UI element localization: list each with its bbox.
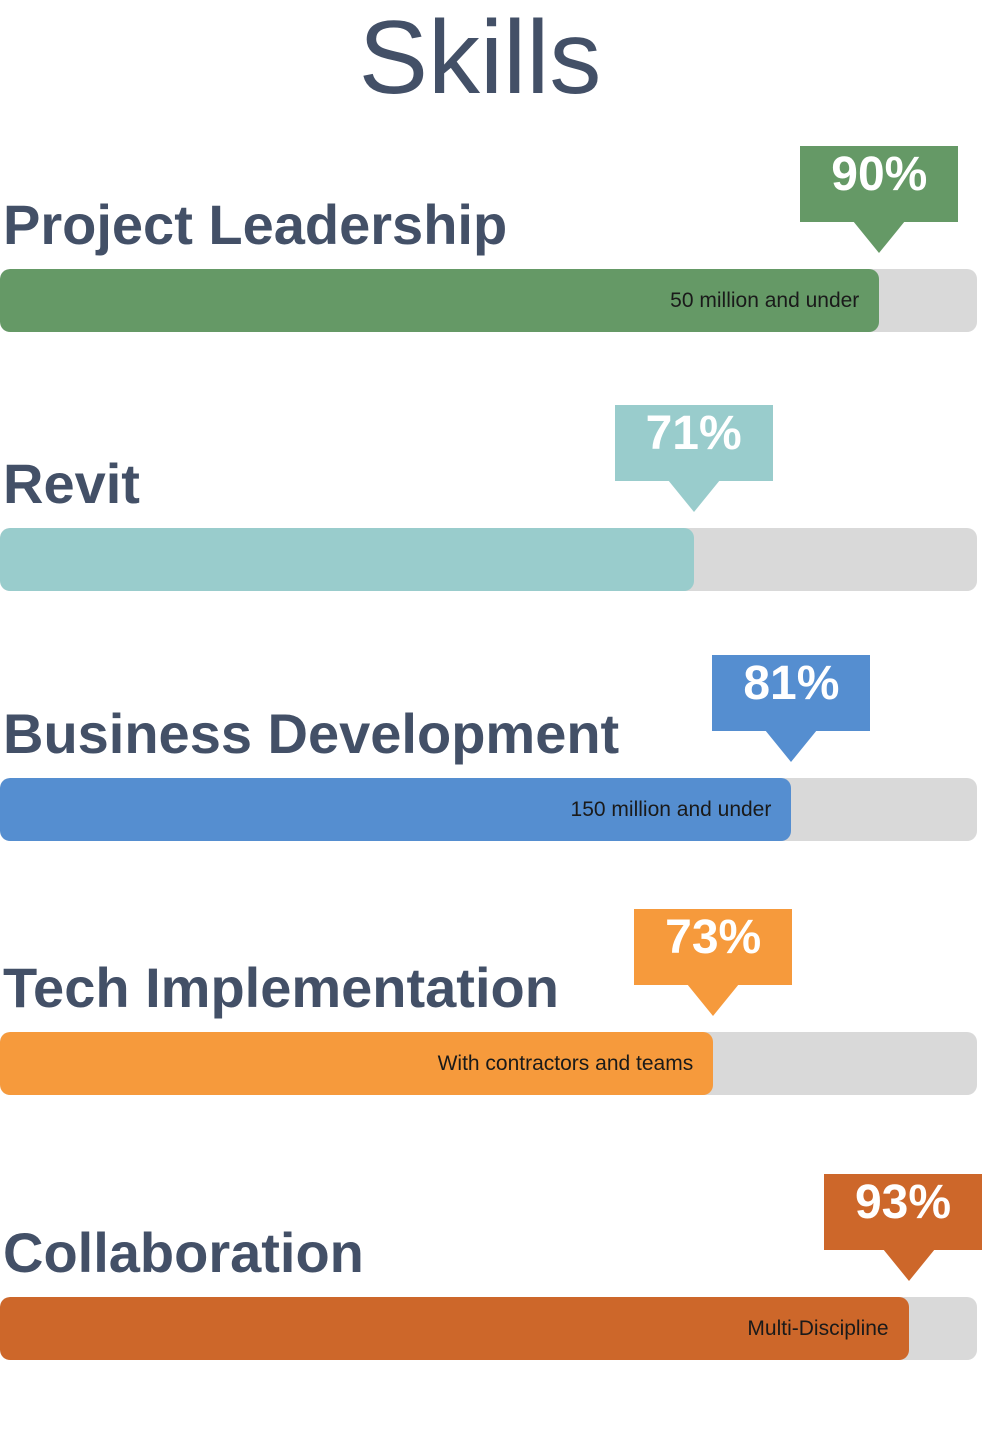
bar-fill xyxy=(0,528,694,591)
bar-fill xyxy=(0,1032,714,1095)
skill-name: Revit xyxy=(3,452,140,515)
skill-name: Business Development xyxy=(3,702,620,765)
percent-callout: 93% xyxy=(824,1174,982,1281)
skill-row-revit: Revit 71% xyxy=(0,405,985,664)
percent-label: 81% xyxy=(743,657,840,710)
skill-name: Tech Implementation xyxy=(3,956,559,1019)
bar-note: Multi-Discipline xyxy=(747,1317,889,1340)
bar-fill xyxy=(0,269,880,332)
bar-note: 50 million and under xyxy=(670,289,860,312)
bar-track: 150 million and under xyxy=(0,778,977,841)
percent-label: 71% xyxy=(645,407,742,460)
callout-pointer xyxy=(687,984,740,1016)
percent-callout: 73% xyxy=(634,909,793,1016)
callout-pointer xyxy=(882,1249,935,1281)
bar-note: 150 million and under xyxy=(570,798,772,821)
callout-pointer xyxy=(765,730,818,762)
percent-label: 90% xyxy=(831,148,928,201)
percent-label: 93% xyxy=(854,1176,952,1229)
percent-callout: 90% xyxy=(800,146,959,253)
page-title: Skills xyxy=(358,0,602,116)
skill-name: Project Leadership xyxy=(3,193,508,256)
bar-track: 50 million and under xyxy=(0,269,977,332)
bar-track: With contractors and teams xyxy=(0,1032,977,1095)
skill-row-business-development: Business Development 81% 150 million and… xyxy=(0,655,985,914)
callout-pointer xyxy=(667,480,720,512)
bar-track: Multi-Discipline xyxy=(0,1297,977,1360)
skill-row-collaboration: Collaboration 93% Multi-Discipline xyxy=(0,1174,985,1433)
skill-row-tech-implementation: Tech Implementation 73% With contractors… xyxy=(0,909,985,1168)
percent-label: 73% xyxy=(665,911,762,964)
percent-callout: 71% xyxy=(614,405,773,512)
percent-callout: 81% xyxy=(712,655,871,762)
bar-note: With contractors and teams xyxy=(437,1052,694,1075)
skill-row-project-leadership: Project Leadership 90% 50 million and un… xyxy=(0,146,985,405)
callout-pointer xyxy=(853,221,906,253)
bar-fill xyxy=(0,1297,909,1360)
bar-fill xyxy=(0,778,792,841)
bar-track xyxy=(0,528,977,591)
skill-name: Collaboration xyxy=(3,1221,364,1284)
